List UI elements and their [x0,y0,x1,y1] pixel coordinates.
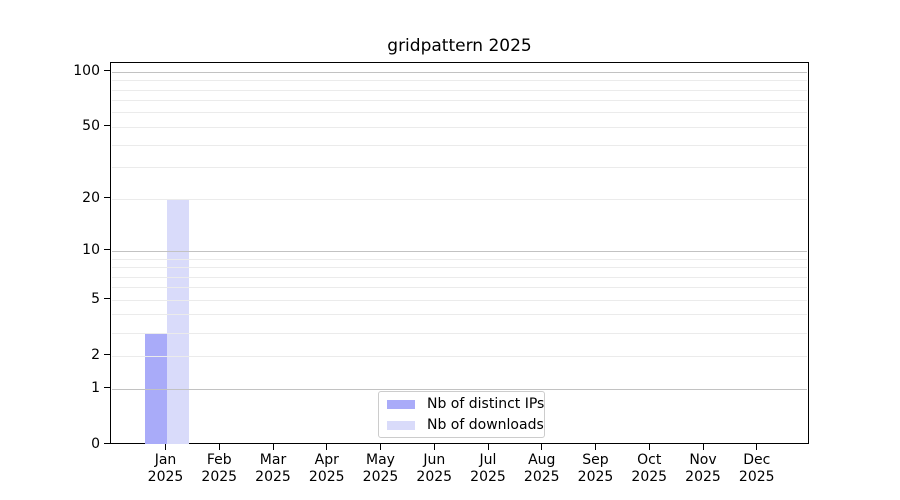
x-tick-label-sep: Sep 2025 [556,452,636,486]
legend-label-downloads: Nb of downloads [427,417,544,433]
x-tick-year: 2025 [147,469,184,485]
y-tick-label-2: 2 [91,346,100,363]
y-tick-label-0: 0 [91,435,100,452]
x-tick-month: Nov [689,452,717,468]
gridline-60 [112,112,807,114]
legend: Nb of distinct IPs Nb of downloads [378,391,545,438]
y-tick-mark-0 [104,443,110,444]
x-tick-month: Aug [528,452,556,468]
x-tick-label-may: May 2025 [341,452,421,486]
plot-area [110,62,809,445]
gridline-50 [112,126,807,128]
x-tick-month: Oct [637,452,662,468]
x-tick-month: Mar [259,452,287,468]
x-tick-label-mar: Mar 2025 [233,452,313,486]
x-tick-label-jan: Jan 2025 [126,452,206,486]
x-tick-mark-dec [756,444,758,450]
y-tick-mark-100 [104,70,110,72]
x-tick-month: Feb [206,452,232,468]
x-tick-year: 2025 [362,469,399,485]
y-tick-mark-50 [104,125,110,127]
gridline-10 [112,250,807,252]
gridline-30 [112,167,807,169]
x-tick-mark-may [380,444,381,450]
x-tick-mark-jul [487,444,489,450]
x-tick-mark-aug [541,444,543,450]
x-tick-mark-sep [595,444,596,450]
y-tick-label-5: 5 [91,290,100,307]
x-tick-mark-apr [326,444,328,450]
x-tick-year: 2025 [685,469,721,485]
gridline-4 [112,314,807,316]
x-tick-mark-oct [648,444,650,450]
gridline-80 [112,89,807,91]
gridline-20 [112,198,807,200]
x-tick-month: Apr [314,452,339,468]
y-tick-label-50: 50 [82,117,100,134]
y-tick-mark-2 [104,354,110,356]
x-tick-label-dec: Dec 2025 [717,452,797,486]
gridline-9 [112,258,807,260]
legend-item-downloads: Nb of downloads [387,417,544,433]
x-tick-mark-jun [433,444,435,450]
x-tick-year: 2025 [738,469,775,485]
gridline-7 [112,276,807,278]
y-tick-label-1: 1 [91,379,100,396]
x-tick-month: Jan [154,452,177,468]
x-tick-label-aug: Aug 2025 [502,452,582,486]
x-tick-label-jun: Jun 2025 [394,452,474,486]
x-tick-month: Jul [479,452,497,468]
y-tick-mark-1 [104,387,110,388]
gridline-3 [112,332,807,334]
gridline-6 [112,287,807,289]
legend-swatch-downloads [387,420,415,430]
x-tick-label-apr: Apr 2025 [287,452,367,486]
x-tick-year: 2025 [631,469,668,485]
legend-swatch-distinct-ips [387,399,415,409]
x-tick-label-jul: Jul 2025 [448,452,528,486]
gridline-8 [112,267,807,268]
legend-label-distinct-ips: Nb of distinct IPs [427,396,545,412]
chart-title: gridpattern 2025 [387,36,532,56]
x-tick-month: Sep [582,452,609,468]
y-tick-mark-20 [104,197,110,199]
gridline-5 [112,299,807,301]
x-tick-year: 2025 [470,469,506,485]
gridline-40 [112,144,807,146]
x-tick-year: 2025 [577,469,614,485]
y-tick-label-10: 10 [82,241,100,258]
gridline-70 [112,100,807,102]
y-tick-mark-10 [104,249,110,251]
x-tick-month: Dec [743,452,771,468]
x-tick-year: 2025 [308,469,345,485]
x-tick-month: May [366,452,395,468]
x-tick-mark-mar [272,444,274,450]
y-tick-label-100: 100 [73,62,100,79]
gridline-90 [112,80,807,82]
y-tick-mark-5 [104,298,110,300]
x-tick-year: 2025 [523,469,560,485]
x-tick-year: 2025 [416,469,453,485]
x-tick-label-oct: Oct 2025 [609,452,689,486]
x-tick-year: 2025 [255,469,291,485]
bar-downloads-jan [166,198,189,445]
gridline-100 [112,71,807,73]
x-tick-mark-feb [218,444,220,450]
legend-item-distinct-ips: Nb of distinct IPs [387,396,544,412]
x-tick-mark-nov [702,444,704,450]
gridline-2 [112,355,807,357]
x-tick-label-nov: Nov 2025 [663,452,743,486]
gridline-1 [112,388,807,390]
x-tick-mark-jan [165,444,166,450]
y-tick-label-20: 20 [82,189,100,206]
x-tick-month: Jun [423,452,446,468]
x-tick-label-feb: Feb 2025 [179,452,259,486]
x-tick-year: 2025 [201,469,238,485]
